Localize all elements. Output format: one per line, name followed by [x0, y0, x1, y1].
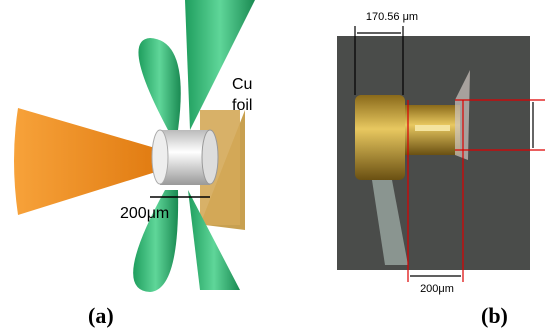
orange-cone: [14, 108, 162, 215]
panel-a: Cu foil 200μm (a): [14, 0, 255, 328]
figure: Cu foil 200μm (a) 170.56 μm 200μm (b): [0, 0, 545, 330]
green-lobe: [138, 38, 180, 130]
top-label: 170.56 μm: [366, 11, 418, 23]
highlight: [415, 125, 450, 131]
caption: (b): [481, 303, 508, 328]
foil-label: foil: [232, 97, 252, 114]
gold-cylinder: [355, 95, 405, 180]
cylinder-end: [152, 130, 168, 184]
foil-label: Cu: [232, 76, 252, 93]
caption: (a): [88, 303, 114, 328]
bottom-label: 200μm: [420, 283, 454, 295]
scale-label: 200μm: [120, 205, 169, 222]
panel-b: 170.56 μm 200μm (b): [337, 11, 545, 328]
cylinder-end: [202, 130, 218, 184]
